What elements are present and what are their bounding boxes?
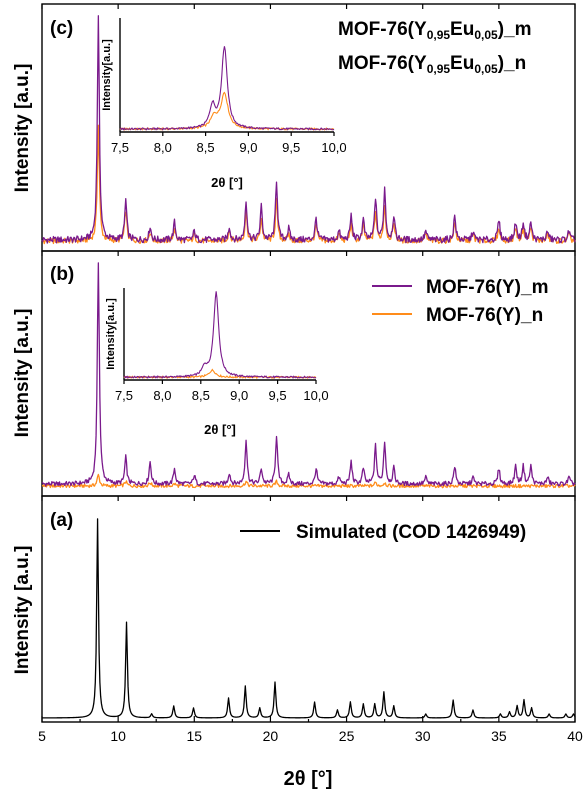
x-tick-label: 40 (567, 728, 583, 744)
inset-c-tick-label: 9,5 (282, 140, 300, 155)
x-tick-label: 35 (491, 728, 507, 744)
legend-c-n-label: MOF-76(Y0,95Eu0,05)_n (338, 53, 526, 76)
legend-a-label: Simulated (COD 1426949) (296, 522, 526, 543)
inset-b-tick-label: 10,0 (303, 388, 328, 403)
legend-b-n-label: MOF-76(Y)_n (426, 305, 543, 326)
inset-b: Intensity[a.u.] 2θ [°] (105, 286, 316, 437)
inset-c: Intensity[a.u.] 2θ [°] (101, 16, 334, 190)
inset-b-tick-label: 8,0 (153, 388, 171, 403)
legend-b-m-label: MOF-76(Y)_m (426, 277, 548, 298)
inset-b-tick-label: 8,5 (192, 388, 210, 403)
panel-a-label: (a) (50, 510, 73, 531)
legend-c-m-label: MOF-76(Y0,95Eu0,05)_m (338, 19, 531, 42)
panel-c-label: (c) (50, 18, 73, 39)
x-tick-label: 5 (38, 728, 46, 744)
inset-c-tick-label: 9,0 (239, 140, 257, 155)
x-tick-label: 20 (263, 728, 279, 744)
inset-c-x-label: 2θ [°] (211, 175, 243, 190)
inset-c-tick-label: 7,5 (111, 140, 129, 155)
series-a-sim-line (42, 519, 575, 718)
inset-c-y-label: Intensity[a.u.] (101, 39, 113, 111)
inset-b-tick-label: 7,5 (115, 388, 133, 403)
inset-c-tick-label: 8,5 (197, 140, 215, 155)
panel-b-label: (b) (50, 264, 74, 285)
y-axis-label-b: Intensity [a.u.] (12, 309, 33, 438)
inset-b-x-label: 2θ [°] (204, 422, 236, 437)
inset-c-tick-label: 10,0 (321, 140, 346, 155)
y-axis-label-c: Intensity [a.u.] (12, 64, 33, 193)
y-axis-label-a: Intensity [a.u.] (12, 546, 33, 675)
inset-b-tick-label: 9,5 (269, 388, 287, 403)
inset-b-y-label: Intensity[a.u.] (105, 298, 117, 370)
x-tick-label: 30 (415, 728, 431, 744)
x-tick-label: 10 (110, 728, 126, 744)
x-tick-label: 25 (339, 728, 355, 744)
legend-a: Simulated (COD 1426949) (240, 522, 526, 543)
inset-b-tick-label: 9,0 (230, 388, 248, 403)
x-axis-label: 2θ [°] (284, 768, 333, 790)
x-tick-label: 15 (186, 728, 202, 744)
inset-c-tick-label: 8,0 (154, 140, 172, 155)
legend-b: MOF-76(Y)_m MOF-76(Y)_n (372, 277, 548, 326)
